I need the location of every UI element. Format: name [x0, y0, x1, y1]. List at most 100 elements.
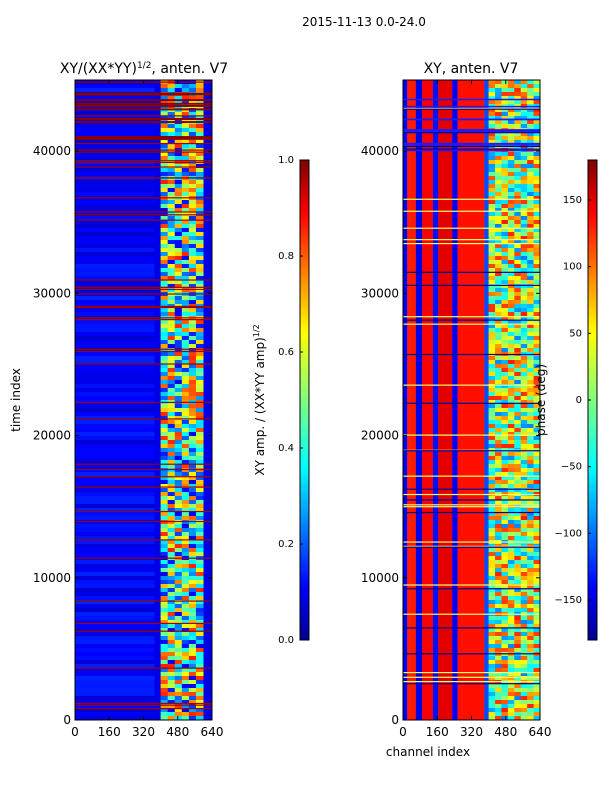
right-heatmap-cell [495, 444, 502, 449]
right-heatmap-cell [514, 420, 522, 425]
left-heatmap-cell [174, 244, 183, 249]
left-heatmap-cell [195, 320, 204, 325]
left-heatmap-row [75, 480, 155, 485]
right-heatmap-cell [501, 452, 509, 457]
right-heatmap-cell [533, 88, 540, 93]
left-heatmap-cell [160, 624, 169, 629]
left-heatmap-cell [195, 592, 204, 597]
right-heatmap-cell [533, 392, 540, 397]
right-heatmap-cell [488, 416, 496, 421]
right-heatmap-cell [514, 444, 522, 449]
right-heatmap-cell [488, 500, 496, 505]
right-heatmap-cell [495, 212, 502, 217]
left-heatmap-cell [167, 368, 176, 373]
left-flag-line [75, 557, 212, 559]
right-heatmap-cell [533, 308, 540, 313]
right-heatmap-cell [495, 672, 502, 677]
right-heatmap-cell [495, 80, 502, 85]
right-heatmap-cell [514, 472, 522, 477]
left-heatmap-cell [195, 520, 204, 525]
left-heatmap-cell [181, 112, 190, 117]
left-flag-line [75, 197, 212, 199]
right-heatmap-cell [533, 412, 540, 417]
left-heatmap-cell [160, 380, 169, 385]
right-heatmap-cell [527, 308, 535, 313]
left-heatmap-cell [195, 700, 204, 705]
right-heatmap-cell [533, 572, 540, 577]
left-flag-line [75, 115, 212, 117]
right-heatmap-cell [527, 164, 535, 169]
right-heatmap-cell [507, 340, 515, 345]
right-heatmap-cell [501, 228, 509, 233]
left-heatmap-cell [181, 676, 190, 681]
right-heatmap-cell [527, 484, 535, 489]
right-heatmap-cell [507, 288, 515, 293]
right-heatmap-cell [495, 316, 502, 321]
left-heatmap-cell [167, 572, 176, 577]
left-heatmap-cell [195, 632, 204, 637]
right-heatmap-cell [533, 208, 540, 213]
right-heatmap-cell [488, 548, 496, 553]
right-heatmap-cell [501, 224, 509, 229]
left-heatmap-row [75, 524, 155, 529]
right-heatmap-cell [527, 436, 535, 441]
right-heatmap-cell [495, 380, 502, 385]
right-heatmap-cell [488, 140, 496, 145]
right-heatmap-cell [527, 524, 535, 529]
left-heatmap-row [75, 168, 155, 173]
left-heatmap-cell [181, 456, 190, 461]
right-heatmap-cell [495, 468, 502, 473]
left-heatmap-cell [160, 516, 169, 521]
left-heatmap-cell [167, 664, 176, 669]
right-heatmap-cell [507, 424, 515, 429]
left-heatmap-cell [181, 88, 190, 93]
right-heatmap-cell [527, 240, 535, 245]
left-heatmap-cell [188, 708, 197, 713]
right-heatmap-cell [495, 348, 502, 353]
right-heatmap-cell [507, 496, 515, 501]
right-heatmap-cell [488, 604, 496, 609]
left-heatmap-cell [167, 628, 176, 633]
right-heatmap-cell [507, 680, 515, 685]
left-flag-line [75, 317, 212, 319]
left-heatmap-cell [160, 444, 169, 449]
left-heatmap-cell [195, 508, 204, 513]
left-heatmap-row [75, 540, 155, 545]
right-heatmap-cell [488, 388, 496, 393]
left-heatmap-cell [167, 276, 176, 281]
right-heatmap-cell [527, 460, 535, 465]
right-heatmap-cell [488, 320, 496, 325]
left-heatmap-cell [188, 672, 197, 677]
colorbar-tick-label: −50 [561, 462, 582, 473]
left-heatmap-row [75, 544, 155, 549]
right-heatmap-cell [488, 96, 496, 101]
left-heatmap-cell [195, 268, 204, 273]
left-heatmap-cell [160, 452, 169, 457]
right-heatmap-cell [533, 516, 540, 521]
left-heatmap-cell [181, 604, 190, 609]
right-heatmap-cell [507, 88, 515, 93]
right-heatmap-cell [488, 280, 496, 285]
right-heatmap-cell [507, 568, 515, 573]
right-heatmap-cell [495, 592, 502, 597]
right-heatmap-cell [488, 496, 496, 501]
left-heatmap-cell [174, 84, 183, 89]
colorbar-tick-label: 50 [569, 328, 582, 339]
right-heatmap-cell [533, 460, 540, 465]
right-heatmap-cell [520, 472, 528, 477]
right-heatmap-cell [507, 132, 515, 137]
left-heatmap-cell [160, 88, 169, 93]
right-heatmap-cell [514, 692, 522, 697]
right-heatmap-cell [514, 100, 522, 105]
left-heatmap-cell [195, 616, 204, 621]
right-heatmap-cell [520, 676, 528, 681]
left-heatmap [75, 80, 212, 720]
right-heatmap-cell [488, 216, 496, 221]
right-heatmap-cell [514, 436, 522, 441]
right-heatmap-cell [520, 284, 528, 289]
right-heatmap-cell [488, 288, 496, 293]
left-heatmap-cell [188, 408, 197, 413]
right-heatmap-cell [533, 616, 540, 621]
left-flag-line [75, 630, 212, 632]
right-flag-line [403, 353, 540, 356]
